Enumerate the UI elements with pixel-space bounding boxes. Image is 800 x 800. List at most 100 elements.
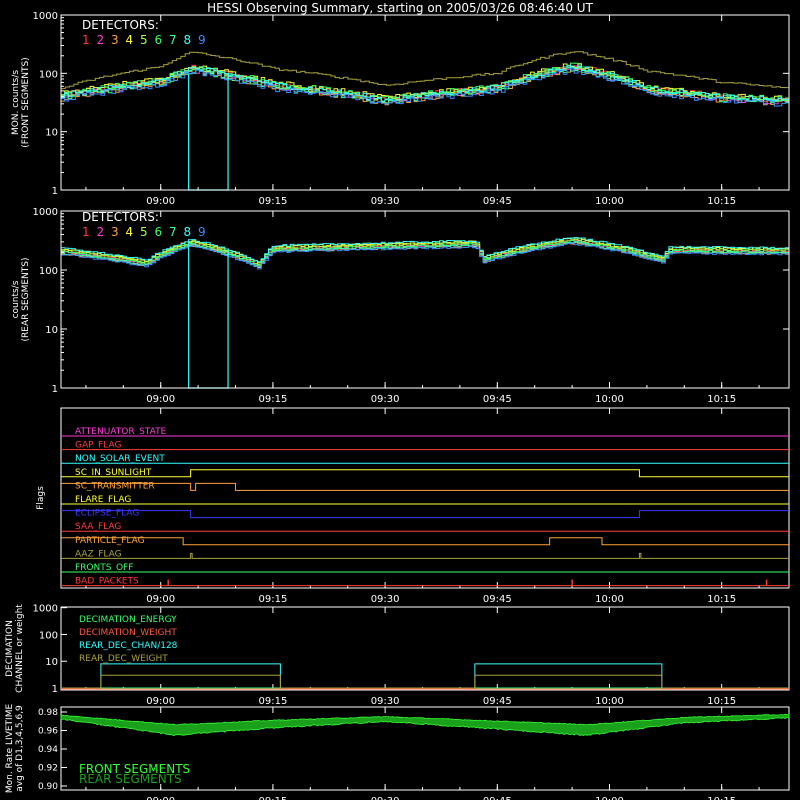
front-panel-time-label: 09:15: [259, 196, 288, 207]
front-panel-ytick-label: 100: [39, 69, 58, 80]
front-panel-time-label: 10:15: [707, 196, 736, 207]
flag-row: ATTENUATOR_STATE: [61, 427, 789, 437]
livetime-band: [60, 713, 790, 737]
rear-panel-time-label: 10:15: [707, 394, 736, 405]
decimation-panel-ytick-label: 100: [39, 630, 58, 641]
flag-label: NON_SOLAR_EVENT: [75, 454, 165, 464]
front-legend-item: 5: [140, 33, 148, 47]
livetime-panel-ytick-label: 0.90: [38, 782, 58, 792]
flag-label: AAZ_FLAG: [75, 549, 122, 559]
rear-panel-time-label: 09:15: [259, 394, 288, 405]
livetime-panel-ytick-label: 0.94: [38, 745, 58, 755]
decimation-panel-time-label: 10:15: [707, 696, 736, 707]
front-detector-7-line: [61, 66, 790, 105]
flag-label: FRONTS_OFF: [75, 563, 133, 573]
flags-panel-time-label: 09:15: [259, 594, 288, 605]
flag-row: SC_TRANSMITTER: [61, 481, 789, 491]
decimation-panel-ytick-label: 1: [52, 684, 58, 695]
rear-legend-title: DETECTORS:: [82, 210, 159, 224]
flag-row: FRONTS_OFF: [61, 563, 789, 573]
flag-row: NON_SOLAR_EVENT: [61, 454, 789, 464]
decimation-legend-item: REAR_DEC_CHAN/128: [79, 641, 178, 651]
decimation-panel-ylabel-line: DECIMATION: [5, 620, 15, 677]
plot-title: HESSI Observing Summary, starting on 200…: [207, 1, 593, 15]
flag-line: [61, 552, 789, 559]
flag-row: GAP_FLAG: [61, 441, 789, 451]
flag-label: BAD_PACKETS: [75, 577, 139, 587]
front-legend-item: 3: [111, 33, 119, 47]
decimation-legend-item: REAR_DEC_WEIGHT: [79, 654, 168, 664]
flag-row: FLARE_FLAG: [61, 495, 789, 505]
rear-panel-ylabel: counts/s (REAR SEGMENTS): [11, 257, 31, 341]
livetime-legend-item: FRONT SEGMENTS: [79, 762, 190, 776]
decimation-panel-ytick-label: 10: [45, 657, 58, 668]
flags-panel-time-label: 10:00: [595, 594, 624, 605]
livetime-panel-ylabel-line: avg of D1,3,4,5,6,9: [15, 705, 25, 792]
flags-ylabel: Flags: [36, 486, 46, 510]
rear-panel-time-label: 10:00: [595, 394, 624, 405]
decimation-panel-ylabel-line: CHANNEL or weight: [15, 604, 25, 693]
front-panel-ylabel: MON. counts/s (FRONT SEGMENTS): [11, 57, 31, 147]
rear-dec-weight-line: [61, 674, 789, 689]
front-legend-item: 6: [155, 33, 163, 47]
rear-legend-item: 3: [111, 225, 119, 239]
livetime-panel-ytick-label: 0.92: [38, 764, 58, 774]
livetime-panel-ytick-label: 0.98: [38, 708, 58, 718]
flag-row: BAD_PACKETS: [61, 577, 789, 587]
front-legend-item: 8: [184, 33, 192, 47]
flag-row: AAZ_FLAG: [61, 549, 789, 559]
rear-panel-ytick-label: 1: [52, 384, 58, 395]
flag-label: SC_IN_SUNLIGHT: [75, 468, 152, 478]
front-panel-ytick-label: 1: [52, 186, 58, 197]
livetime-panel-time-label: 10:15: [707, 796, 736, 800]
front-upper-line: [61, 51, 790, 90]
rear-detector-9-line: [61, 242, 790, 270]
livetime-panel-ytick-label: 0.96: [38, 727, 58, 737]
flag-line: [61, 537, 789, 546]
rear-panel-ylabel-line: (REAR SEGMENTS): [21, 257, 31, 341]
rear-legend-item: 4: [126, 225, 134, 239]
livetime-panel-time-label: 09:30: [371, 796, 400, 800]
flags-panel-time-label: 09:00: [146, 594, 175, 605]
flag-line: [61, 469, 789, 478]
rear-legend-item: 5: [140, 225, 148, 239]
front-panel-ytick-label: 10: [45, 128, 58, 139]
flags-panel-time-label: 10:15: [707, 594, 736, 605]
rear-panel-ytick-label: 10: [45, 325, 58, 336]
livetime-panel-time-label: 09:45: [483, 796, 512, 800]
flag-row: ECLIPSE_FLAG: [61, 509, 789, 519]
front-legend-title: DETECTORS:: [82, 18, 159, 32]
front-panel-ylabel-line: (FRONT SEGMENTS): [21, 57, 31, 147]
rear-detector-8-line: [61, 237, 790, 263]
flag-line: [61, 510, 789, 519]
flags-panel-frame: [60, 407, 790, 589]
flag-row: SC_IN_SUNLIGHT: [61, 468, 789, 478]
livetime-panel-ylabel: Mon. Rate LIVETIME avg of D1,3,4,5,6,9: [5, 704, 25, 794]
rear-legend-item: 6: [155, 225, 163, 239]
flag-row: SAA_FLAG: [61, 522, 789, 532]
rear-panel-time-label: 09:45: [483, 394, 512, 405]
livetime-legend-item: REAR SEGMENTS: [79, 772, 182, 786]
rear-panel-ytick-label: 100: [39, 266, 58, 277]
front-legend-item: 7: [169, 33, 177, 47]
front-legend-item: 2: [97, 33, 105, 47]
rear-panel-time-label: 09:30: [371, 394, 400, 405]
decimation-panel-time-label: 09:45: [483, 696, 512, 707]
flag-label: FLARE_FLAG: [75, 495, 131, 505]
livetime-panel-time-label: 09:15: [259, 796, 288, 800]
front-panel-ylabel-line: MON. counts/s: [11, 70, 21, 135]
flag-line: [61, 482, 789, 491]
flag-row: PARTICLE_FLAG: [61, 536, 789, 546]
decimation-panel-time-label: 10:00: [595, 696, 624, 707]
flag-label: GAP_FLAG: [75, 441, 121, 451]
front-panel-time-label: 09:30: [371, 196, 400, 207]
flags-panel-time-label: 09:45: [483, 594, 512, 605]
livetime-panel-ylabel-line: Mon. Rate LIVETIME: [5, 704, 15, 794]
front-panel-ytick-label: 1000: [33, 11, 58, 22]
flags-panel-time-label: 09:30: [371, 594, 400, 605]
front-legend-item: 4: [126, 33, 134, 47]
rear-legend-item: 2: [97, 225, 105, 239]
decimation-panel-ytick-label: 1000: [33, 604, 58, 615]
